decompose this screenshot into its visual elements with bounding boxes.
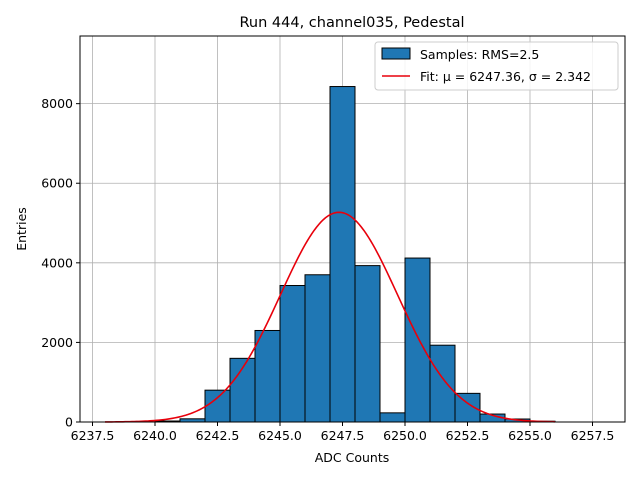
x-axis-label: ADC Counts <box>315 450 390 465</box>
y-tick-label: 4000 <box>41 255 73 270</box>
x-tick-label: 6242.5 <box>196 428 240 443</box>
x-tick-label: 6237.5 <box>71 428 115 443</box>
histogram-bar <box>204 389 231 423</box>
y-axis-ticks: 0 2000 4000 6000 8000 <box>41 96 80 430</box>
y-tick-label: 6000 <box>41 176 73 191</box>
legend-label-samples: Samples: RMS=2.5 <box>420 47 539 62</box>
histogram-bars <box>154 86 556 423</box>
legend: Samples: RMS=2.5 Fit: μ = 6247.36, σ = 2… <box>374 41 619 91</box>
x-tick-label: 6257.5 <box>571 428 615 443</box>
chart-title: Run 444, channel035, Pedestal <box>239 15 464 31</box>
histogram-bar <box>379 412 406 423</box>
y-tick-label: 2000 <box>41 335 73 350</box>
x-tick-label: 6255.0 <box>508 428 552 443</box>
histogram-bar <box>329 86 356 423</box>
x-axis-ticks: 6237.5 6240.0 6242.5 6245.0 6247.5 6250.0 6252… <box>71 422 615 443</box>
x-tick-label: 6250.0 <box>383 428 427 443</box>
x-tick-label: 6252.5 <box>446 428 490 443</box>
x-tick-label: 6247.5 <box>321 428 365 443</box>
histogram-bar <box>354 265 381 423</box>
histogram-bar <box>304 274 331 423</box>
y-axis-label: Entries <box>14 207 29 251</box>
plot-frame <box>79 35 626 423</box>
legend-box <box>374 41 619 91</box>
y-tick-label: 8000 <box>41 96 73 111</box>
y-tick-label: 0 <box>65 415 73 430</box>
x-tick-label: 6245.0 <box>258 428 302 443</box>
histogram-bar <box>279 285 306 423</box>
histogram-bar <box>404 257 431 423</box>
legend-label-fit: Fit: μ = 6247.36, σ = 2.342 <box>420 69 591 84</box>
x-tick-label: 6240.0 <box>133 428 177 443</box>
histogram-bar <box>429 344 456 423</box>
histogram-bar <box>254 329 281 423</box>
gaussian-fit-curve <box>104 211 556 423</box>
legend-swatch-samples <box>381 47 411 60</box>
